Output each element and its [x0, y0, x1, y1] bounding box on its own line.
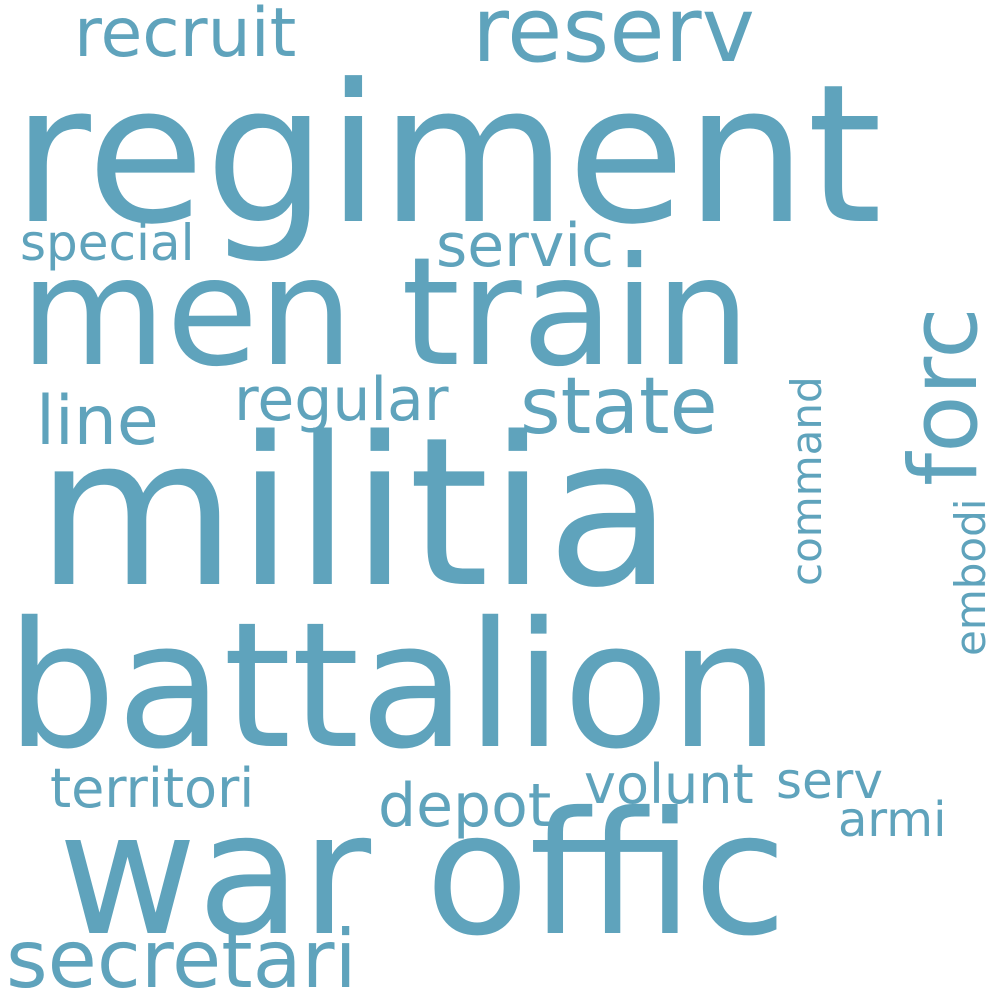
word-state: state: [520, 362, 718, 452]
word-territori: territori: [50, 757, 255, 820]
word-volunt: volunt: [584, 753, 754, 816]
word-forc: forc: [890, 307, 999, 486]
word-men-train: men train: [20, 226, 751, 400]
word-reserv: reserv: [472, 0, 755, 83]
word-recruit: recruit: [74, 0, 297, 73]
word-special: special: [20, 214, 195, 272]
word-war-offic: war offic: [58, 776, 787, 974]
word-regiment: regiment: [12, 44, 883, 267]
word-depot: depot: [378, 771, 552, 841]
word-embodi: embodi: [946, 498, 995, 656]
word-regular: regular: [234, 365, 449, 435]
word-servic: servic: [436, 211, 615, 281]
word-militia: militia: [36, 393, 673, 633]
word-battalion: battalion: [6, 585, 780, 788]
word-secretari: secretari: [6, 913, 357, 1000]
word-serv: serv: [776, 752, 883, 810]
word-command: command: [782, 376, 831, 586]
word-armi: armi: [838, 792, 947, 848]
word-line: line: [36, 382, 159, 461]
